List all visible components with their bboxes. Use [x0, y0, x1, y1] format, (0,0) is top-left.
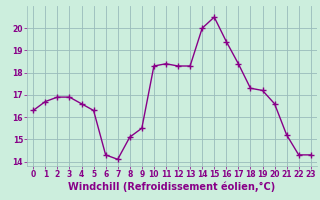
X-axis label: Windchill (Refroidissement éolien,°C): Windchill (Refroidissement éolien,°C) [68, 182, 276, 192]
